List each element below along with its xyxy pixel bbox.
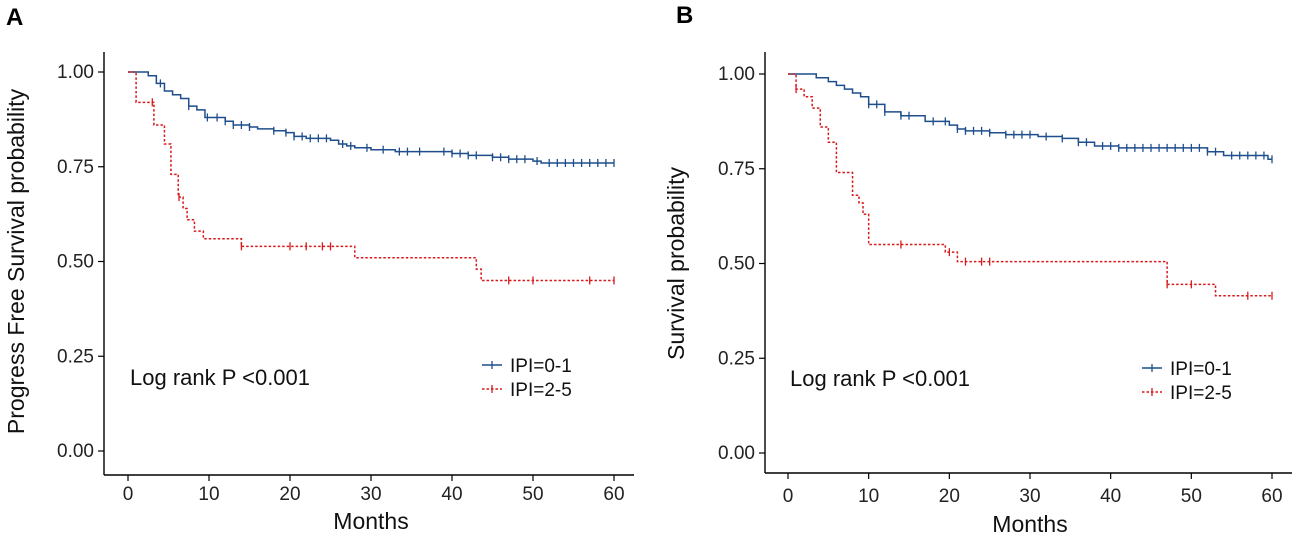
y-tick-label: 0.00: [57, 441, 94, 462]
x-tick-label: 10: [858, 486, 879, 507]
panel-b: B 0.00 0.25 0.50 0.75 1.00 0 10 20 30 40 50 60 Months…: [663, 2, 1292, 537]
y-tick-label: 0.75: [57, 157, 94, 178]
x-tick-label: 50: [1181, 486, 1202, 507]
x-tick-label: 20: [939, 486, 960, 507]
x-tick-label: 30: [1019, 486, 1040, 507]
panel-a: A 0.00 0.25 0.50 0.75 1.00 0 10 20 30 40 50 60 Months…: [3, 4, 634, 534]
legend-label: IPI=2-5: [510, 380, 572, 401]
x-tick-label: 0: [783, 486, 794, 507]
x-tick-label: 50: [522, 484, 543, 505]
x-axis-title: Months: [992, 511, 1067, 537]
y-tick-label: 0.75: [718, 159, 755, 180]
legend: IPI=0-1 IPI=2-5: [482, 356, 572, 401]
x-tick-label: 60: [1261, 486, 1282, 507]
panel-label: A: [6, 4, 23, 31]
y-tick-label: 0.25: [57, 346, 94, 367]
legend-label: IPI=2-5: [1170, 383, 1232, 404]
legend: IPI=0-1 IPI=2-5: [1142, 359, 1232, 404]
logrank-annotation: Log rank P <0.001: [790, 366, 970, 391]
y-tick-label: 0.25: [718, 348, 755, 369]
series-ipi-0-1: [788, 73, 1273, 164]
y-axis-title: Survival probability: [663, 166, 689, 360]
x-tick-label: 40: [441, 484, 462, 505]
series-ipi-0-1: [128, 71, 615, 167]
y-tick-label: 1.00: [57, 62, 94, 83]
x-tick-label: 60: [603, 484, 624, 505]
y-axis-title: Progress Free Survival probability: [3, 88, 29, 434]
panel-label: B: [676, 2, 693, 29]
legend-label: IPI=0-1: [510, 356, 572, 377]
survival-curve: [788, 73, 1272, 297]
y-tick-label: 0.00: [718, 443, 755, 464]
legend-label: IPI=0-1: [1170, 359, 1232, 380]
survival-curve: [128, 71, 614, 282]
x-tick-label: 10: [198, 484, 219, 505]
x-axis-title: Months: [333, 508, 408, 534]
x-tick-label: 0: [123, 484, 134, 505]
y-tick-label: 0.50: [718, 254, 755, 275]
series-ipi-2-5: [788, 73, 1273, 300]
x-tick-label: 20: [279, 484, 300, 505]
survival-curve: [128, 71, 614, 164]
x-tick-label: 40: [1100, 486, 1121, 507]
y-tick-label: 0.50: [57, 252, 94, 273]
x-tick-label: 30: [360, 484, 381, 505]
logrank-annotation: Log rank P <0.001: [130, 365, 310, 390]
y-tick-label: 1.00: [718, 64, 755, 85]
series-ipi-2-5: [128, 71, 615, 285]
